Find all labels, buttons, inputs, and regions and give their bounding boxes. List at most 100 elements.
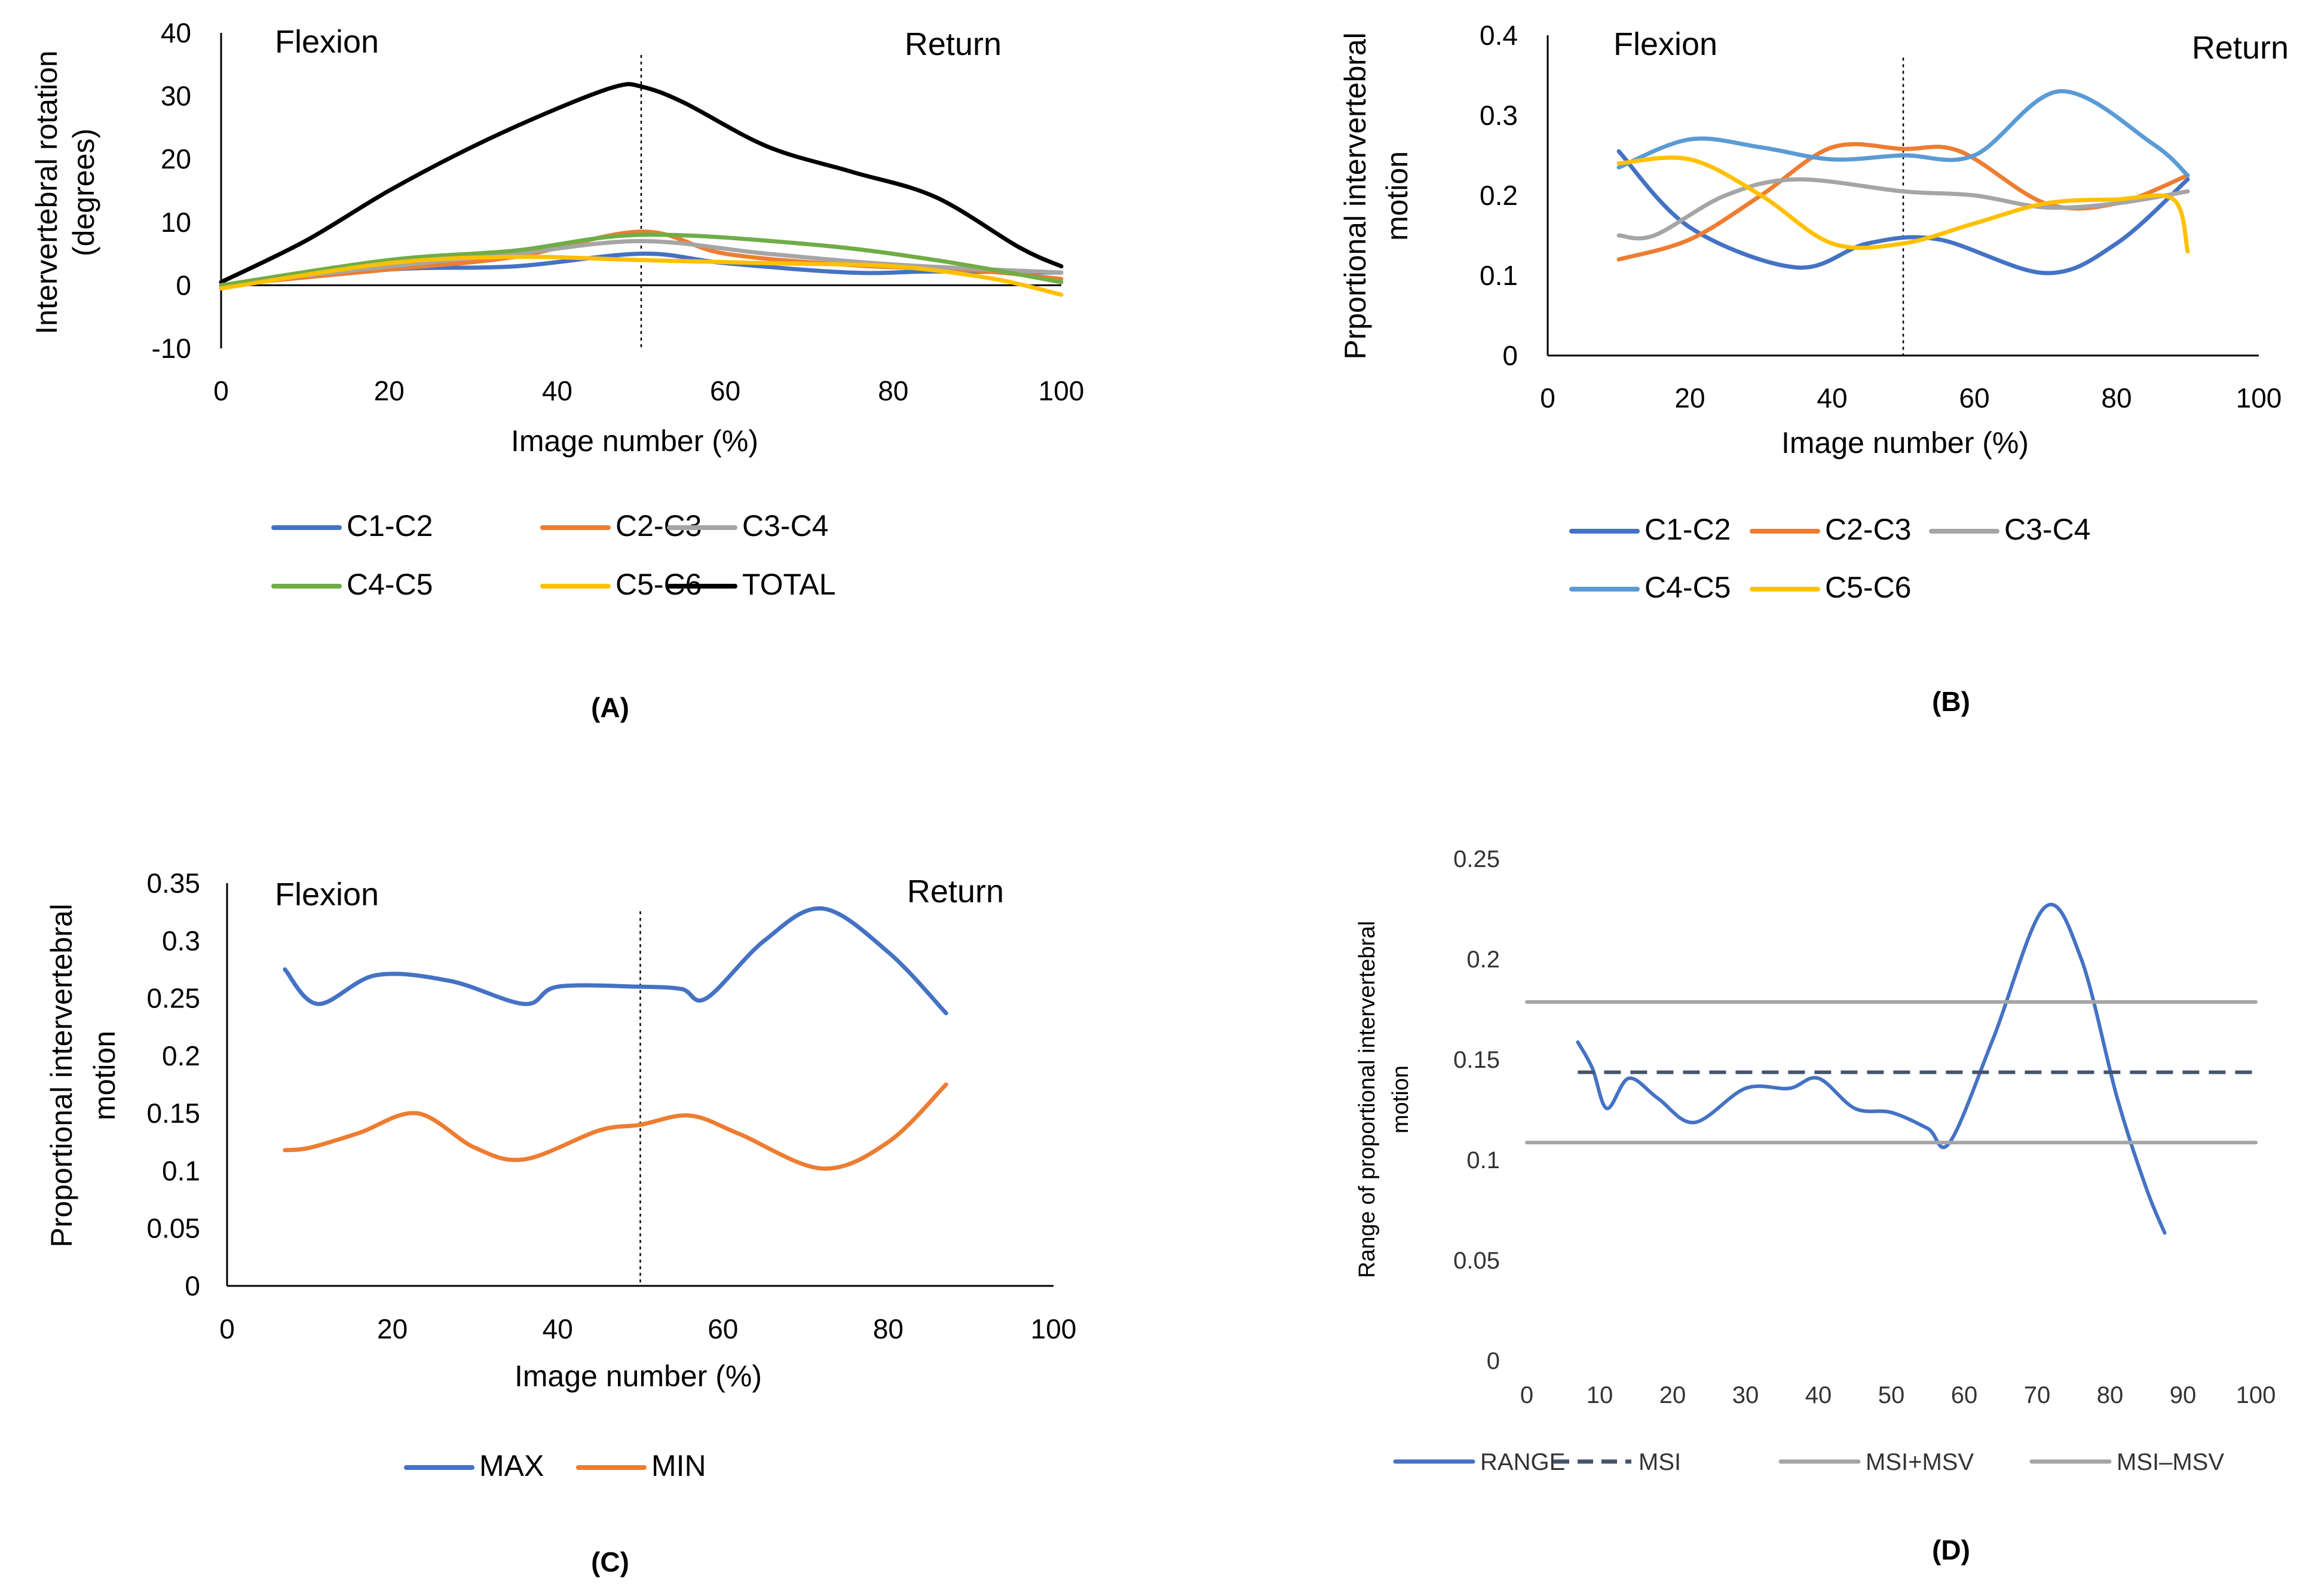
legend-label-msi-msv: MSI–MSV: [2117, 1449, 2224, 1475]
panel-label: (A): [591, 692, 629, 723]
y-axis-title: Range of proportional intervertebral moti…: [1355, 921, 1413, 1278]
y-tick-label: 0.15: [1453, 1047, 1500, 1073]
y-tick-label: 0.2: [1466, 946, 1500, 973]
panel-label: (C): [591, 1546, 629, 1577]
x-tick-label: 60: [1951, 1382, 1978, 1408]
x-tick-label: 40: [543, 1313, 573, 1344]
x-tick-label: 0: [1520, 1382, 1533, 1408]
legend-label-msi-msv: MSI+MSV: [1866, 1449, 1974, 1475]
y-tick-label: 10: [161, 207, 191, 238]
x-tick-label: 60: [1959, 382, 1989, 413]
y-tick-label: 40: [161, 17, 191, 48]
phase-label-flexion: Flexion: [275, 877, 379, 912]
y-tick-label: 0.35: [146, 868, 200, 899]
legend-label-c3-c4: C3-C4: [2004, 513, 2090, 546]
series-line-c5-c6: [1616, 155, 2190, 254]
panel-label: (D): [1932, 1534, 1970, 1566]
y-tick-label: 0.1: [1480, 260, 1518, 291]
series-line-c1-c2: [1616, 149, 2190, 275]
x-tick-label: 60: [710, 375, 740, 406]
x-axis-title: Image number (%): [515, 1359, 762, 1393]
series-line-c4-c5: [219, 232, 1064, 287]
x-tick-label: 90: [2170, 1382, 2197, 1408]
y-tick-label: 0.1: [1466, 1147, 1500, 1174]
x-tick-label: 20: [1659, 1382, 1686, 1408]
x-tick-label: 60: [708, 1313, 738, 1344]
y-tick-label: 0.2: [162, 1040, 200, 1071]
y-tick-label: 0.25: [1453, 846, 1500, 872]
legend-label-total: TOTAL: [742, 568, 836, 601]
series-line-c3-c4: [1616, 177, 2190, 241]
x-tick-label: 40: [1817, 382, 1847, 413]
y-tick-label: 0.2: [1480, 180, 1518, 211]
y-axis-title: Intervertebral rotation (degrees): [30, 50, 100, 334]
y-tick-label: 0.1: [162, 1155, 200, 1186]
legend-label-c1-c2: C1-C2: [1645, 513, 1731, 546]
x-tick-label: 20: [377, 1313, 408, 1344]
panel-a-chart: 0 20 40 60 80 100 -10 0 10 20 30 40 Image number (%)…: [30, 17, 1084, 723]
x-tick-label: 30: [1732, 1382, 1759, 1408]
y-tick-label: 30: [161, 81, 191, 112]
series-line-max: [283, 906, 948, 1016]
legend-label-c4-c5: C4-C5: [347, 568, 433, 601]
x-tick-label: 80: [873, 1313, 904, 1344]
y-axis-title-line: Range of proportional intervertebral: [1355, 921, 1380, 1278]
y-axis-title-line: motion: [1380, 151, 1414, 241]
phase-label-flexion: Flexion: [1613, 26, 1717, 62]
y-tick-label: 0: [1502, 340, 1518, 371]
y-tick-label: 0: [1487, 1348, 1500, 1374]
phase-label-return: Return: [907, 874, 1004, 909]
panel-d-chart: 0 10 20 30 40 50 60 70 80 90 100 0 0.05 0.1 0.15 0.2 0.2…: [1355, 846, 2276, 1566]
y-tick-label: 0.15: [146, 1098, 200, 1129]
x-tick-label: 80: [2101, 382, 2132, 413]
legend-label-c1-c2: C1-C2: [347, 509, 433, 543]
y-tick-label: -10: [152, 333, 191, 364]
series-line-c4-c5: [1616, 89, 2190, 177]
y-tick-label: 0: [185, 1270, 200, 1301]
x-tick-label: 0: [1540, 382, 1555, 413]
panel-c-chart: 0 20 40 60 80 100 0 0.05 0.1 0.15 0.2 0.25 0.3 0.35 Im…: [45, 868, 1076, 1577]
y-axis-title-line: motion: [88, 1031, 121, 1120]
x-tick-label: 40: [1805, 1382, 1832, 1408]
y-axis-title-line: Intervertebral rotation: [30, 50, 63, 334]
x-tick-label: 50: [1878, 1382, 1905, 1408]
y-axis-title: Proportional intervertebral motion: [45, 903, 121, 1247]
legend-label-min: MIN: [651, 1449, 706, 1482]
x-axis-title: Image number (%): [1781, 426, 2029, 459]
y-tick-label: 0.05: [146, 1213, 200, 1244]
panel-label: (B): [1932, 686, 1970, 717]
y-tick-label: 0.05: [1453, 1248, 1500, 1274]
y-axis-title-line: (degrees): [67, 128, 100, 256]
x-tick-label: 10: [1587, 1382, 1613, 1408]
y-axis-title-line: Prportional intervertebral: [1339, 32, 1372, 360]
x-tick-label: 70: [2024, 1382, 2051, 1408]
legend-label-range: RANGE: [1480, 1449, 1565, 1475]
y-tick-label: 0.25: [146, 983, 200, 1014]
legend-label-c4-c5: C4-C5: [1645, 571, 1731, 604]
series-line-total: [219, 82, 1064, 284]
x-tick-label: 0: [219, 1313, 235, 1344]
x-tick-label: 100: [2236, 382, 2282, 413]
legend-label-c2-c3: C2-C3: [1825, 513, 1911, 546]
x-axis-title: Image number (%): [511, 424, 758, 458]
x-tick-label: 100: [2236, 1382, 2276, 1408]
x-tick-label: 100: [1039, 375, 1085, 406]
legend-label-c3-c4: C3-C4: [742, 509, 828, 543]
panel-b-chart: 0 20 40 60 80 100 0 0.1 0.2 0.3 0.4 Image number (%…: [1339, 20, 2289, 717]
x-tick-label: 0: [213, 375, 229, 406]
y-axis-title: Prportional intervertebral motion: [1339, 32, 1414, 360]
x-tick-label: 20: [374, 375, 405, 406]
phase-label-return: Return: [905, 26, 1002, 62]
y-axis-title-line: Proportional intervertebral: [45, 903, 78, 1247]
legend-label-msi: MSI: [1639, 1449, 1681, 1475]
phase-label-return: Return: [2192, 30, 2289, 66]
series-line-range: [1576, 902, 2167, 1235]
x-tick-label: 80: [878, 375, 908, 406]
phase-label-flexion: Flexion: [275, 24, 379, 60]
y-tick-label: 20: [161, 143, 191, 174]
y-tick-label: 0.3: [162, 925, 200, 956]
legend-label-max: MAX: [479, 1449, 544, 1482]
legend-label-c5-c6: C5-C6: [1825, 571, 1911, 604]
series-line-c5-c6: [219, 255, 1064, 297]
